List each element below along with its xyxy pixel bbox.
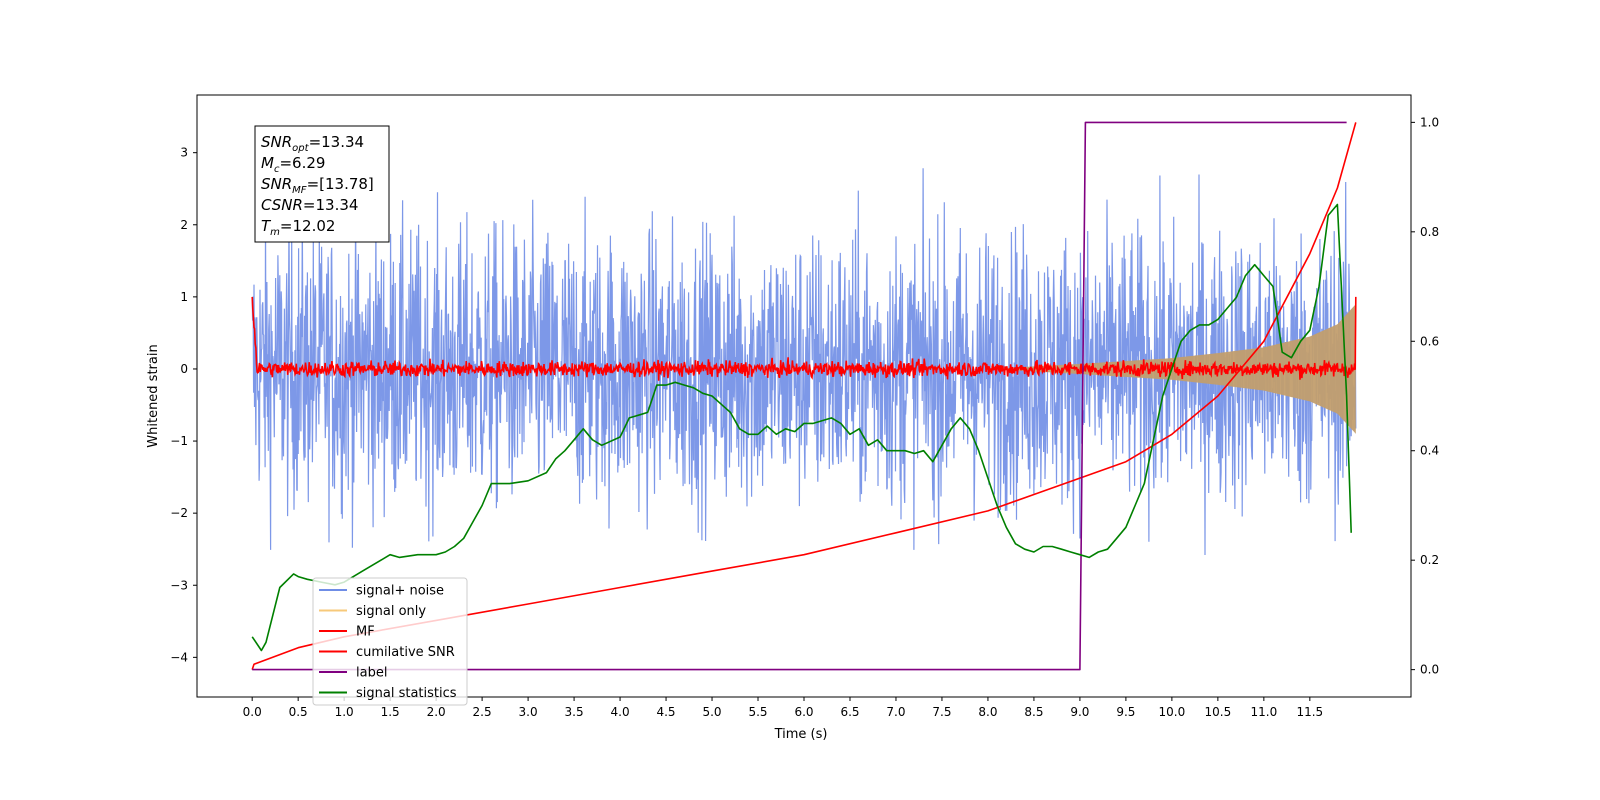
x-tick-label: 9.5 — [1116, 705, 1135, 719]
y2-axis-ticks: 1.0 0.8 0.6 0.4 0.2 0.0 — [1411, 115, 1439, 677]
x-axis-label: Time (s) — [774, 727, 828, 742]
legend-frame — [312, 577, 468, 706]
x-tick-label: 11.5 — [1296, 705, 1323, 719]
x-tick-label: 1.0 — [335, 705, 354, 719]
stats-annotation-box: SNRopt=13.34Mc=6.29SNRMF=[13.78]CSNR=13.… — [254, 125, 390, 243]
legend-label: label — [356, 666, 387, 681]
y2-tick-label: 0.8 — [1420, 225, 1439, 239]
annotation-frame — [254, 125, 390, 243]
x-tick-label: 5.0 — [702, 705, 721, 719]
mf-line — [251, 296, 1357, 381]
x-tick-label: 8.5 — [1024, 705, 1043, 719]
x-tick-label: 2.0 — [427, 705, 446, 719]
y2-tick-label: 0.0 — [1420, 663, 1439, 677]
x-tick-label: 0.0 — [243, 705, 262, 719]
y2-tick-label: 0.4 — [1420, 444, 1439, 458]
annotation-line: SNRMF=[13.78] — [261, 175, 374, 196]
y-tick-label: −3 — [170, 578, 188, 592]
x-tick-label: 9.0 — [1070, 705, 1089, 719]
legend-label: signal statistics — [356, 686, 457, 701]
x-tick-label: 4.5 — [656, 705, 675, 719]
y-tick-label: −4 — [170, 650, 188, 664]
x-tick-label: 8.0 — [978, 705, 997, 719]
x-tick-label: 2.5 — [473, 705, 492, 719]
y2-tick-label: 0.2 — [1420, 553, 1439, 567]
legend-label: cumilative SNR — [356, 645, 455, 660]
x-tick-label: 11.0 — [1250, 705, 1277, 719]
annotation-line: Mc=6.29 — [261, 154, 325, 175]
legend-label: signal only — [356, 604, 426, 619]
annotation-line: Tm=12.02 — [261, 217, 335, 238]
x-tick-label: 7.0 — [886, 705, 905, 719]
annotation-line: SNRopt=13.34 — [261, 133, 364, 154]
y-axis-label: Whitened strain — [146, 344, 161, 447]
legend: signal+ noise signal only MF cumilative SNR… — [312, 577, 468, 706]
x-tick-label: 6.0 — [794, 705, 813, 719]
y-axis-ticks: 3 2 1 0 −1 −2 −3 −4 — [170, 146, 197, 664]
legend-label: MF — [356, 625, 375, 640]
signal-statistics-line — [251, 203, 1352, 652]
x-axis-ticks: 0.0 0.5 1.0 1.5 2.0 2.5 3.0 3.5 4.0 4.5 5.0 5.5 6.0 6… — [243, 697, 1323, 719]
x-tick-label: 7.5 — [932, 705, 951, 719]
x-tick-label: 6.5 — [840, 705, 859, 719]
x-tick-label: 4.0 — [611, 705, 630, 719]
x-tick-label: 3.0 — [519, 705, 538, 719]
x-tick-label: 10.0 — [1159, 705, 1186, 719]
y2-tick-label: 0.6 — [1420, 334, 1439, 348]
x-tick-label: 1.5 — [381, 705, 400, 719]
x-tick-label: 10.5 — [1205, 705, 1232, 719]
y-tick-label: 1 — [180, 290, 188, 304]
y2-tick-label: 1.0 — [1420, 115, 1439, 129]
y-tick-label: 3 — [180, 146, 188, 160]
x-tick-label: 3.5 — [565, 705, 584, 719]
x-tick-label: 5.5 — [748, 705, 767, 719]
annotation-line: CSNR=13.34 — [261, 196, 358, 214]
label-line — [252, 121, 1347, 671]
mf-series — [251, 296, 1357, 381]
y-tick-label: −2 — [170, 506, 188, 520]
y-tick-label: 0 — [180, 362, 188, 376]
legend-label: signal+ noise — [356, 584, 444, 599]
y-tick-label: 2 — [180, 218, 188, 232]
y-tick-label: −1 — [170, 434, 188, 448]
x-tick-label: 0.5 — [289, 705, 308, 719]
